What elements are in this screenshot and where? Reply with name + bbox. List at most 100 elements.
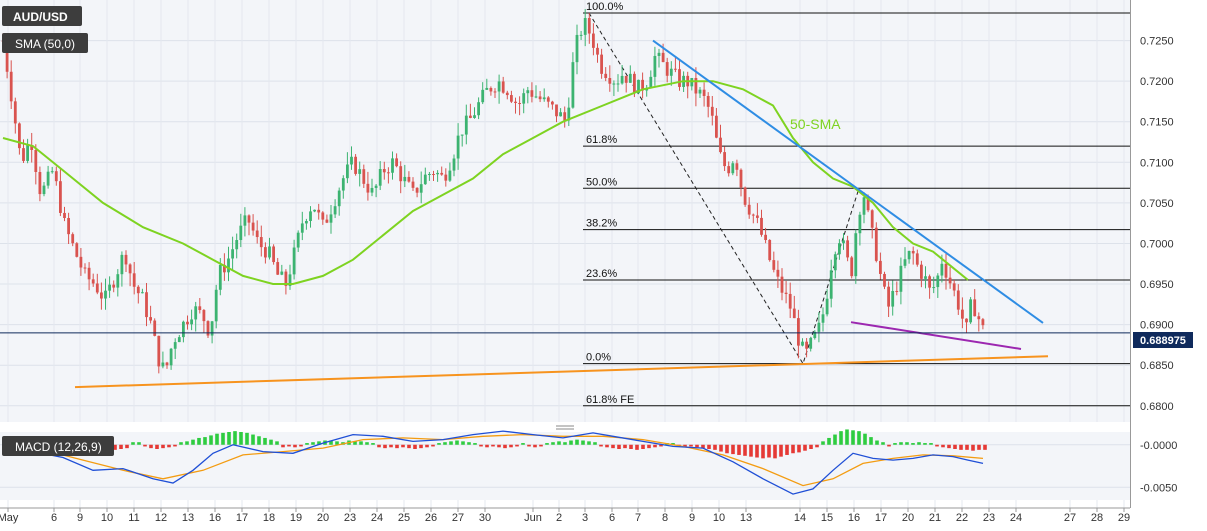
candle-body [333, 206, 337, 215]
candle-body [657, 52, 661, 56]
candle-body [587, 18, 591, 34]
macd-histogram-bar [209, 435, 213, 445]
fib-label: 38.2% [586, 218, 617, 230]
macd-histogram-bar [119, 444, 123, 449]
candle-body [124, 254, 128, 265]
candle-body [797, 318, 800, 346]
macd-histogram-bar [881, 442, 885, 445]
macd-histogram-bar [299, 444, 303, 447]
time-tick-label: 11 [128, 512, 139, 524]
candle-body [842, 240, 845, 244]
macd-histogram-bar [797, 444, 801, 453]
macd-histogram-bar [761, 444, 765, 459]
candle-body [678, 69, 681, 87]
macd-histogram-bar [743, 444, 747, 456]
fib-label: 61.8% FE [586, 394, 634, 406]
time-tick-label: 25 [398, 512, 410, 524]
candle-body [469, 115, 472, 118]
candle-body [493, 91, 497, 93]
indicator-badge[interactable]: SMA (50,0) [2, 33, 88, 53]
candle-body [780, 276, 784, 293]
macd-histogram-bar [605, 444, 609, 448]
symbol-label: AUD/USD [13, 10, 68, 24]
macd-histogram-bar [815, 444, 819, 448]
candle-body [505, 92, 509, 96]
candle-body [255, 230, 259, 238]
macd-histogram-bar [617, 444, 621, 449]
candle-body [456, 135, 460, 159]
candle-body [370, 187, 374, 193]
candle-body [551, 101, 554, 105]
macd-histogram-bar [737, 444, 741, 455]
candle-body [436, 172, 439, 175]
price-label-background [1133, 332, 1193, 348]
candle-body [247, 215, 251, 223]
candle-body [317, 209, 321, 213]
macd-histogram-bar [593, 442, 597, 445]
price-tick-label: 0.6800 [1140, 401, 1174, 413]
macd-histogram-bar [803, 444, 807, 451]
candle-body [116, 274, 120, 288]
time-tick-label: 29 [1118, 512, 1130, 524]
candle-body [542, 97, 546, 100]
candle-body [341, 178, 345, 191]
macd-histogram-bar [185, 441, 189, 445]
candle-body [526, 90, 530, 94]
candle-body [149, 317, 152, 321]
candle-body [891, 290, 895, 307]
macd-histogram-bar [179, 442, 183, 445]
candle-body [620, 75, 624, 84]
candle-body [489, 87, 493, 92]
time-tick-label: 18 [263, 512, 275, 524]
candle-body [530, 90, 534, 97]
candle-body [374, 185, 378, 188]
macd-histogram-bar [473, 443, 477, 445]
candle-body [276, 262, 280, 275]
macd-histogram-bar [167, 444, 171, 448]
candle-body [202, 310, 206, 322]
time-tick-label: 6 [51, 512, 57, 524]
macd-histogram-bar [401, 444, 405, 448]
macd-histogram-bar [245, 432, 249, 445]
macd-histogram-bar [149, 444, 153, 449]
candle-body [157, 335, 161, 367]
candle-body [186, 321, 189, 325]
candle-body [792, 308, 796, 319]
trendline-falling-support [850, 321, 1022, 350]
candle-body [231, 249, 234, 259]
candle-body [706, 95, 710, 107]
candle-body [920, 264, 923, 279]
macd-histogram-bar [755, 444, 759, 458]
price-tick-label: 0.7100 [1140, 157, 1174, 169]
price-tick-label: 0.7050 [1140, 198, 1174, 210]
trendline-rising-support [74, 355, 1049, 389]
candle-body [862, 197, 866, 215]
macd-histogram-bar [449, 441, 453, 445]
candle-body [915, 253, 919, 265]
price-tick-label: 0.7200 [1140, 76, 1174, 88]
overlays [0, 39, 1130, 389]
candle-body [95, 283, 99, 293]
candle-body [132, 273, 136, 287]
macd-histogram-bar [695, 444, 699, 448]
price-tick-label: 0.7000 [1140, 238, 1174, 250]
candle-body [874, 227, 878, 261]
candle-body [715, 115, 718, 138]
macd-histogram-bar [719, 444, 723, 452]
candle-body [382, 168, 386, 173]
candle-body [153, 320, 157, 336]
time-axis: May 6 9 10 11 12 13 16 17 18 19 20 23 24 25 26 27 30 Jun 2 3… [0, 507, 1130, 524]
candle-body [907, 250, 911, 260]
macd-badge[interactable]: MACD (12,26,9) [2, 436, 114, 456]
macd-histogram-bar [701, 444, 705, 449]
symbol-badge[interactable]: AUD/USD [2, 6, 82, 26]
time-tick-label: 7 [635, 512, 641, 524]
candle-body [710, 106, 714, 116]
candle-body [870, 210, 874, 228]
price-tick-label: 0.7150 [1140, 117, 1174, 129]
candle-body [444, 174, 448, 181]
macd-histogram-bar [413, 444, 417, 449]
pane-resize-handle[interactable] [556, 425, 574, 430]
candle-body [903, 259, 907, 266]
